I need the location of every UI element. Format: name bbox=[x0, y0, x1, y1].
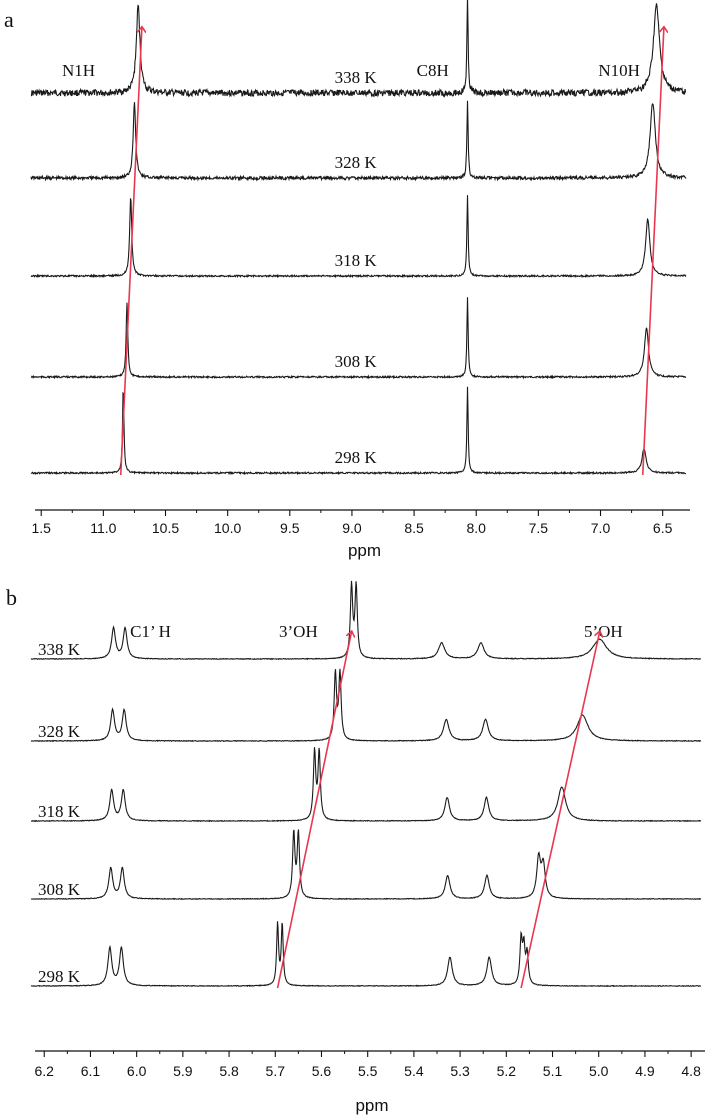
series-label-a-308K: 308 K bbox=[335, 352, 378, 371]
peak-label-b-0: C1’ H bbox=[130, 622, 171, 641]
x-tick-label-a-7: 8.0 bbox=[466, 520, 486, 536]
trend-arrow-b-0 bbox=[276, 632, 352, 989]
series-label-b-318K: 318 K bbox=[38, 802, 81, 821]
x-tick-label-b-0: 6.2 bbox=[35, 1063, 55, 1079]
x-tick-label-a-1: 11.0 bbox=[90, 520, 116, 536]
spectrum-trace-b-338K bbox=[30, 580, 702, 661]
panel-a-chart: 338 K 328 K 318 K 308 K 298 K N1H C8H N10H 1.5 11… bbox=[30, 0, 690, 560]
x-tick-label-a-3: 10.0 bbox=[214, 520, 241, 536]
panel-b-chart: 338 K 328 K 318 K 308 K 298 K C1’ H 3’OH 5’OH 6.… bbox=[30, 580, 705, 1115]
x-tick-label-b-7: 5.5 bbox=[358, 1063, 378, 1079]
x-tick-label-b-6: 5.6 bbox=[312, 1063, 332, 1079]
panel-a-letter: a bbox=[4, 7, 14, 32]
x-tick-label-b-11: 5.1 bbox=[543, 1063, 563, 1079]
series-label-b-328K: 328 K bbox=[38, 722, 81, 741]
x-tick-label-b-3: 5.9 bbox=[173, 1063, 193, 1079]
peak-label-b-2: 5’OH bbox=[584, 622, 623, 641]
series-label-b-298K: 298 K bbox=[38, 967, 81, 986]
trend-arrow-b-1 bbox=[520, 632, 600, 989]
x-tick-label-a-4: 9.5 bbox=[280, 520, 300, 536]
spectrum-trace-a-328K bbox=[30, 100, 687, 182]
spectrum-trace-a-308K bbox=[30, 297, 687, 380]
spectrum-trace-a-298K bbox=[30, 386, 687, 476]
x-tick-label-b-8: 5.4 bbox=[404, 1063, 424, 1079]
x-tick-label-b-2: 6.0 bbox=[127, 1063, 147, 1079]
peak-label-a-0: N1H bbox=[62, 61, 95, 80]
x-tick-label-a-10: 6.5 bbox=[653, 520, 673, 536]
peak-label-b-1: 3’OH bbox=[279, 622, 318, 641]
spectrum-trace-a-338K bbox=[30, 0, 687, 98]
x-tick-label-a-2: 10.5 bbox=[152, 520, 179, 536]
x-tick-label-b-1: 6.1 bbox=[81, 1063, 101, 1079]
x-tick-label-b-5: 5.7 bbox=[266, 1063, 286, 1079]
x-tick-label-a-5: 9.0 bbox=[342, 520, 362, 536]
x-tick-label-a-8: 7.5 bbox=[529, 520, 549, 536]
series-label-b-338K: 338 K bbox=[38, 640, 81, 659]
x-tick-label-b-4: 5.8 bbox=[219, 1063, 239, 1079]
series-label-a-338K: 338 K bbox=[335, 68, 378, 87]
spectrum-trace-b-318K bbox=[31, 747, 702, 823]
trend-arrow-a-1 bbox=[641, 28, 664, 476]
series-label-b-308K: 308 K bbox=[38, 880, 81, 899]
spectrum-trace-b-328K bbox=[30, 668, 702, 743]
x-axis-label-b: ppm bbox=[355, 1096, 388, 1115]
x-tick-label-b-14: 4.8 bbox=[681, 1063, 701, 1079]
x-axis-label-a: ppm bbox=[348, 541, 381, 560]
series-label-a-318K: 318 K bbox=[335, 251, 378, 270]
spectrum-trace-b-298K bbox=[30, 921, 701, 988]
panel-b-letter: b bbox=[6, 585, 17, 610]
x-tick-label-a-9: 7.0 bbox=[591, 520, 611, 536]
x-tick-label-b-13: 4.9 bbox=[635, 1063, 655, 1079]
x-tick-label-b-9: 5.3 bbox=[450, 1063, 470, 1079]
trend-arrow-a-0 bbox=[119, 28, 142, 476]
spectrum-trace-a-318K bbox=[30, 195, 687, 279]
x-tick-label-a-6: 8.5 bbox=[404, 520, 424, 536]
series-label-a-328K: 328 K bbox=[335, 153, 378, 172]
spectrum-trace-b-308K bbox=[30, 829, 702, 901]
peak-label-a-1: C8H bbox=[417, 61, 449, 80]
peak-label-a-2: N10H bbox=[598, 61, 640, 80]
x-tick-label-b-12: 5.0 bbox=[589, 1063, 609, 1079]
x-tick-label-a-0: 1.5 bbox=[31, 520, 51, 536]
series-label-a-298K: 298 K bbox=[335, 448, 378, 467]
x-tick-label-b-10: 5.2 bbox=[497, 1063, 517, 1079]
